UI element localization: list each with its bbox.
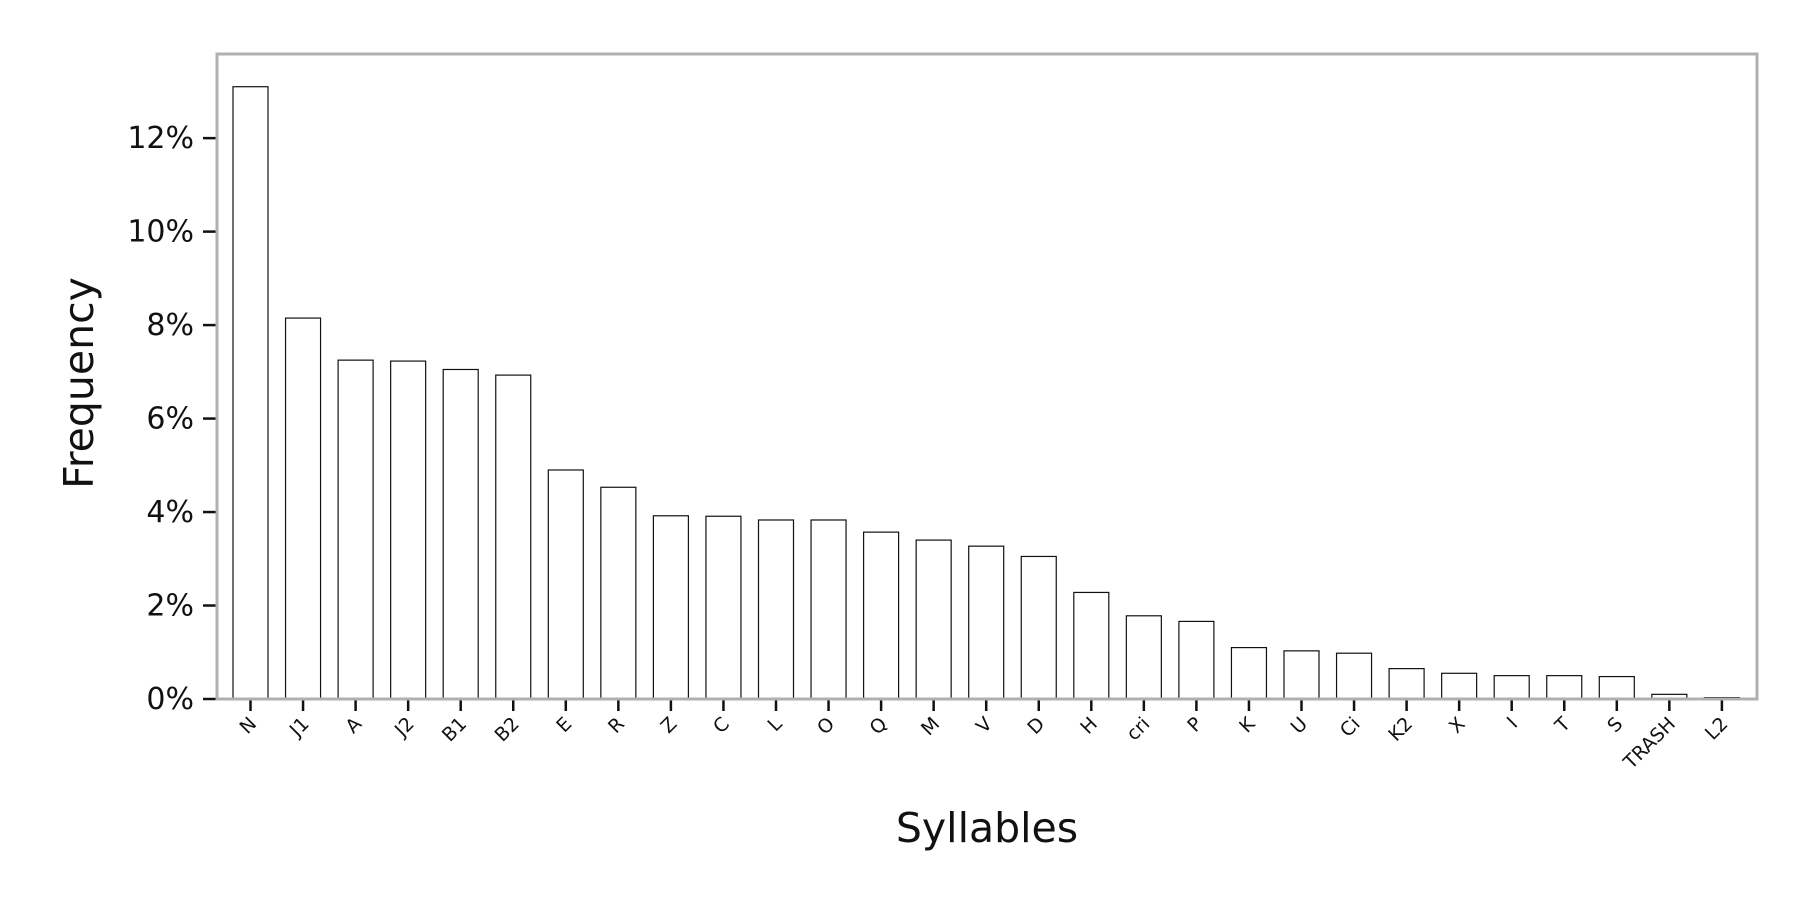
bar-b2 [495, 374, 532, 700]
bar-i [1493, 675, 1530, 700]
y-tick-label: 8% [146, 308, 194, 343]
x-tick-label: H [1076, 713, 1102, 739]
x-tick-label: N [235, 713, 261, 739]
x-tick-label: P [1183, 713, 1207, 737]
bar-u [1283, 650, 1320, 700]
bar-k [1230, 646, 1268, 700]
bar-h [1073, 591, 1110, 700]
x-tick-label: cri [1122, 713, 1154, 745]
x-tick-label: J1 [285, 713, 314, 742]
x-tick-label: E [552, 713, 576, 737]
x-tick-label: Q [865, 713, 891, 739]
bars-group [232, 86, 1741, 700]
bar-cri [1125, 615, 1162, 700]
x-tick-label: B1 [438, 713, 471, 746]
x-tick-label: L [763, 713, 786, 736]
x-tick-label: K2 [1384, 713, 1417, 746]
x-tick-label: D [1023, 713, 1049, 739]
bar-v [968, 545, 1005, 700]
bar-m [915, 539, 952, 700]
x-tick-label: X [1445, 713, 1470, 738]
x-tick-label: Ci [1336, 713, 1365, 742]
bar-p [1178, 620, 1215, 700]
x-tick-label: U [1287, 713, 1312, 738]
y-ticks-group: 0% 2% 4% 6% 8% 10% 12% [127, 121, 217, 717]
bar-b1 [442, 368, 479, 700]
x-tick-label: I [1503, 713, 1523, 733]
bar-o [810, 519, 847, 700]
bar-n [232, 86, 269, 700]
x-tick-label: L2 [1701, 713, 1733, 745]
x-axis-label: Syllables [896, 804, 1078, 852]
x-tick-label: O [813, 713, 839, 739]
bar-x [1441, 672, 1478, 700]
y-tick-label: 0% [146, 682, 194, 717]
bar-e [547, 469, 584, 700]
y-axis-label: Frequency [55, 277, 103, 489]
plot-frame [215, 52, 1759, 701]
x-tick-label: A [341, 713, 366, 738]
x-tick-label: C [709, 713, 734, 738]
x-tick-label: J2 [390, 713, 419, 742]
bar-r [600, 486, 637, 700]
x-tick-label: V [972, 713, 997, 738]
bar-j2 [390, 360, 427, 700]
bar-k2 [1388, 668, 1425, 700]
bar-ci [1335, 652, 1373, 700]
bar-a [337, 359, 374, 700]
x-tick-label: B2 [490, 713, 523, 746]
y-tick-label: 6% [146, 402, 194, 437]
y-tick-label: 10% [127, 215, 194, 250]
x-tick-label: M [917, 713, 944, 740]
bar-l [757, 519, 795, 700]
bar-t [1546, 675, 1583, 700]
y-tick-label: 2% [146, 589, 194, 624]
x-tick-label: T [1550, 713, 1575, 738]
bar-z [652, 515, 690, 700]
y-tick-label: 12% [127, 121, 194, 156]
x-tick-label: TRASH [1619, 713, 1680, 774]
bar-s [1598, 675, 1635, 700]
bar-c [705, 515, 742, 700]
x-tick-label: S [1603, 713, 1627, 737]
x-tick-label: Z [657, 713, 682, 738]
bar-q [862, 531, 900, 700]
y-tick-label: 4% [146, 495, 194, 530]
x-tick-label: R [604, 713, 629, 738]
bar-d [1020, 555, 1057, 700]
x-tick-label: K [1235, 713, 1260, 738]
bar-j1 [284, 317, 322, 700]
